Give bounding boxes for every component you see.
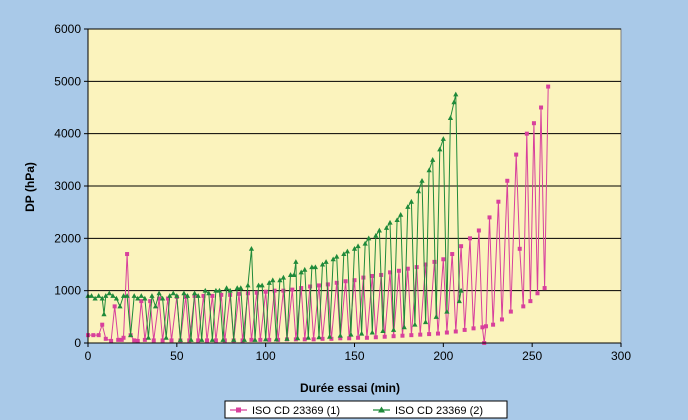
data-point-series-1 [491,323,495,327]
y-tick-label: 6000 [54,22,81,36]
data-point-series-1 [500,317,504,321]
data-point-series-1 [281,289,285,293]
data-point-series-1 [104,337,108,341]
data-point-series-1 [441,257,445,261]
data-point-series-1 [152,338,156,342]
data-point-series-1 [472,326,476,330]
data-point-series-1 [445,331,449,335]
data-point-series-1 [326,282,330,286]
y-tick-label: 2000 [54,231,81,245]
data-point-series-1 [463,328,467,332]
data-point-series-1 [400,334,404,338]
data-point-series-1 [546,85,550,89]
y-axis-title: DP (hPa) [23,162,37,212]
data-point-series-1 [436,332,440,336]
data-point-series-1 [347,336,351,340]
data-point-series-1 [170,338,174,342]
data-point-series-1 [488,215,492,219]
data-point-series-1 [505,179,509,183]
data-point-series-1 [365,336,369,340]
data-point-series-1 [521,304,525,308]
data-point-series-1 [518,247,522,251]
y-tick-label: 1000 [54,284,81,298]
legend-label-series-1: ISO CD 23369 (1) [252,405,340,417]
data-point-series-1 [344,279,348,283]
data-point-series-1 [91,333,95,337]
data-point-series-1 [459,244,463,248]
x-tick-label: 250 [522,349,542,363]
data-point-series-1 [514,153,518,157]
data-point-series-1 [312,337,316,341]
x-axis-title: Durée essai (min) [300,381,400,395]
data-point-series-1 [496,200,500,204]
data-point-series-1 [374,335,378,339]
data-point-series-1 [539,106,543,110]
data-point-series-1 [480,325,484,329]
data-point-series-1 [258,338,262,342]
data-point-series-1 [122,336,126,340]
data-point-series-1 [509,310,513,314]
data-point-series-1 [205,338,209,342]
data-point-series-1 [116,338,120,342]
y-tick-label: 0 [74,336,81,350]
data-point-series-1 [136,339,140,343]
legend: ISO CD 23369 (1) ISO CD 23369 (2) [225,401,507,418]
data-point-series-1 [125,252,129,256]
plot-area-group [88,29,621,343]
data-point-series-1 [532,121,536,125]
data-point-series-1 [264,290,268,294]
data-point-series-1 [143,338,147,342]
data-point-series-1 [535,291,539,295]
y-tick-label: 4000 [54,127,81,141]
data-point-series-1 [383,335,387,339]
x-tick-label: 0 [85,349,92,363]
data-point-series-1 [132,338,136,342]
data-point-series-1 [113,304,117,308]
data-point-series-1 [427,332,431,336]
data-point-series-1 [290,288,294,292]
data-point-series-1 [454,329,458,333]
data-point-series-1 [237,292,241,296]
data-point-series-1 [418,333,422,337]
x-tick-label: 50 [170,349,184,363]
data-point-series-1 [450,252,454,256]
legend-marker-series-1 [236,408,241,413]
data-point-series-1 [528,299,532,303]
data-point-series-1 [525,132,529,136]
data-point-series-1 [100,323,104,327]
data-point-series-1 [409,333,413,337]
data-point-series-1 [543,286,547,290]
x-tick-label: 150 [344,349,364,363]
data-point-series-1 [370,274,374,278]
data-point-series-1 [397,269,401,273]
data-point-series-1 [392,334,396,338]
legend-label-series-2: ISO CD 23369 (2) [395,405,483,417]
data-point-series-1 [317,283,321,287]
x-tick-label: 100 [256,349,276,363]
y-tick-label: 3000 [54,179,81,193]
data-point-series-1 [97,333,101,337]
x-tick-label: 300 [611,349,631,363]
y-tick-label: 5000 [54,74,81,88]
data-point-series-1 [109,339,113,343]
data-point-series-1 [484,324,488,328]
data-point-series-1 [477,228,481,232]
x-tick-label: 200 [433,349,453,363]
data-point-series-1 [468,236,472,240]
data-point-series-1 [356,336,360,340]
